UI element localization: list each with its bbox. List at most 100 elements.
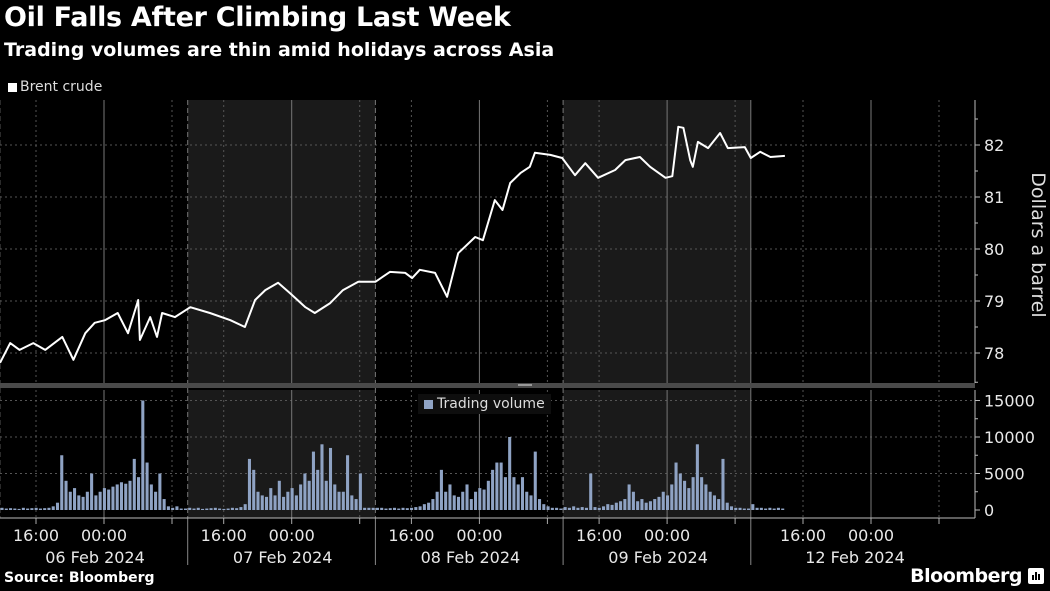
volume-bar (294, 495, 298, 510)
volume-bar (636, 501, 640, 510)
volume-bar (427, 502, 431, 510)
volume-bar (154, 491, 158, 510)
volume-bar (0, 507, 4, 510)
x-tick-label: 16:00 (201, 526, 247, 545)
volume-bar (239, 507, 243, 510)
price-line (0, 125, 785, 364)
volume-bar (183, 508, 187, 510)
volume-bar (51, 506, 55, 510)
volume-bar (60, 455, 64, 510)
volume-bar (755, 507, 759, 510)
volume-bar (94, 495, 98, 510)
volume-bar (691, 477, 695, 510)
volume-bar (4, 508, 8, 510)
volume-bar (243, 504, 247, 510)
shaded-day-band (187, 100, 376, 383)
volume-bar (175, 506, 179, 510)
volume-bar (759, 507, 763, 510)
volume-bar (286, 491, 290, 510)
volume-bar (192, 508, 196, 510)
volume-bar (683, 480, 687, 510)
volume-bar (346, 455, 350, 510)
bloomberg-logo-text: Bloomberg (910, 565, 1022, 587)
volume-bar (324, 480, 328, 510)
volume-bar (738, 507, 742, 510)
volume-bar (367, 507, 371, 510)
volume-bar (119, 482, 124, 510)
volume-bar (341, 491, 345, 510)
volume-bar (644, 502, 648, 510)
volume-bar (499, 462, 503, 510)
volume-bar (538, 499, 542, 510)
volume-bar (200, 508, 205, 510)
bloomberg-logo: Bloomberg (910, 565, 1044, 587)
volume-bar (414, 507, 418, 510)
volume-bar (525, 491, 529, 510)
volume-bar (158, 473, 162, 510)
volume-bar (410, 507, 414, 510)
volume-bar (380, 507, 384, 510)
volume-bar (708, 491, 712, 510)
volume-bar (145, 462, 149, 510)
volume-bar (465, 484, 469, 510)
volume-bar (704, 484, 708, 510)
volume-bar (162, 499, 166, 510)
volume-bar (469, 499, 473, 510)
volume-bar (9, 508, 13, 510)
volume-bar (290, 488, 294, 510)
volume-y-label: 0 (984, 501, 994, 520)
volume-bar (520, 477, 525, 510)
volume-bar (141, 400, 145, 510)
volume-bar (303, 473, 307, 510)
x-tick-label: 00:00 (269, 526, 315, 545)
volume-bar (34, 507, 38, 510)
volume-bar (388, 508, 392, 510)
volume-bar (486, 480, 490, 510)
volume-bar (729, 506, 734, 510)
volume-bar (619, 501, 623, 510)
volume-bar (26, 508, 30, 510)
volume-bar (576, 507, 580, 510)
volume-bar (282, 496, 286, 510)
volume-bar (623, 499, 627, 510)
x-date-label: 06 Feb 2024 (45, 548, 145, 567)
volume-bar (277, 480, 281, 510)
volume-bar (593, 507, 597, 510)
volume-bar (601, 506, 606, 510)
volume-bar (712, 495, 716, 510)
volume-bar (640, 499, 644, 510)
x-tick-label: 16:00 (388, 526, 434, 545)
volume-bar (30, 508, 34, 510)
volume-bar (333, 484, 337, 510)
volume-bar (328, 447, 333, 510)
volume-bar (776, 507, 780, 510)
volume-bar (747, 508, 751, 510)
volume-legend-label: Trading volume (437, 396, 545, 412)
volume-bar (580, 507, 584, 510)
volume-bar (102, 488, 106, 510)
volume-bar (418, 506, 422, 510)
volume-bar (687, 488, 691, 510)
volume-bar (563, 507, 567, 510)
panel-resize-handle[interactable] (518, 384, 532, 386)
chart-title: Oil Falls After Climbing Last Week (4, 2, 511, 33)
volume-bar (218, 508, 222, 510)
volume-bar (584, 507, 588, 510)
volume-bar (166, 506, 170, 510)
panel-separator[interactable] (0, 383, 975, 388)
price-y-label: 80 (984, 240, 1004, 259)
volume-bar (392, 507, 397, 510)
price-y-label: 79 (984, 292, 1004, 311)
volume-bar (435, 491, 439, 510)
volume-bar (47, 507, 51, 510)
chart-subtitle: Trading volumes are thin amid holidays a… (4, 39, 555, 61)
volume-bar (124, 483, 128, 510)
volume-bar (128, 480, 132, 510)
volume-bar (64, 480, 68, 510)
volume-bar (350, 495, 354, 510)
volume-bar (665, 495, 670, 510)
volume-bar (358, 473, 362, 510)
volume-bar (533, 451, 537, 510)
price-legend: Brent crude (8, 79, 102, 95)
volume-bar (205, 508, 209, 510)
